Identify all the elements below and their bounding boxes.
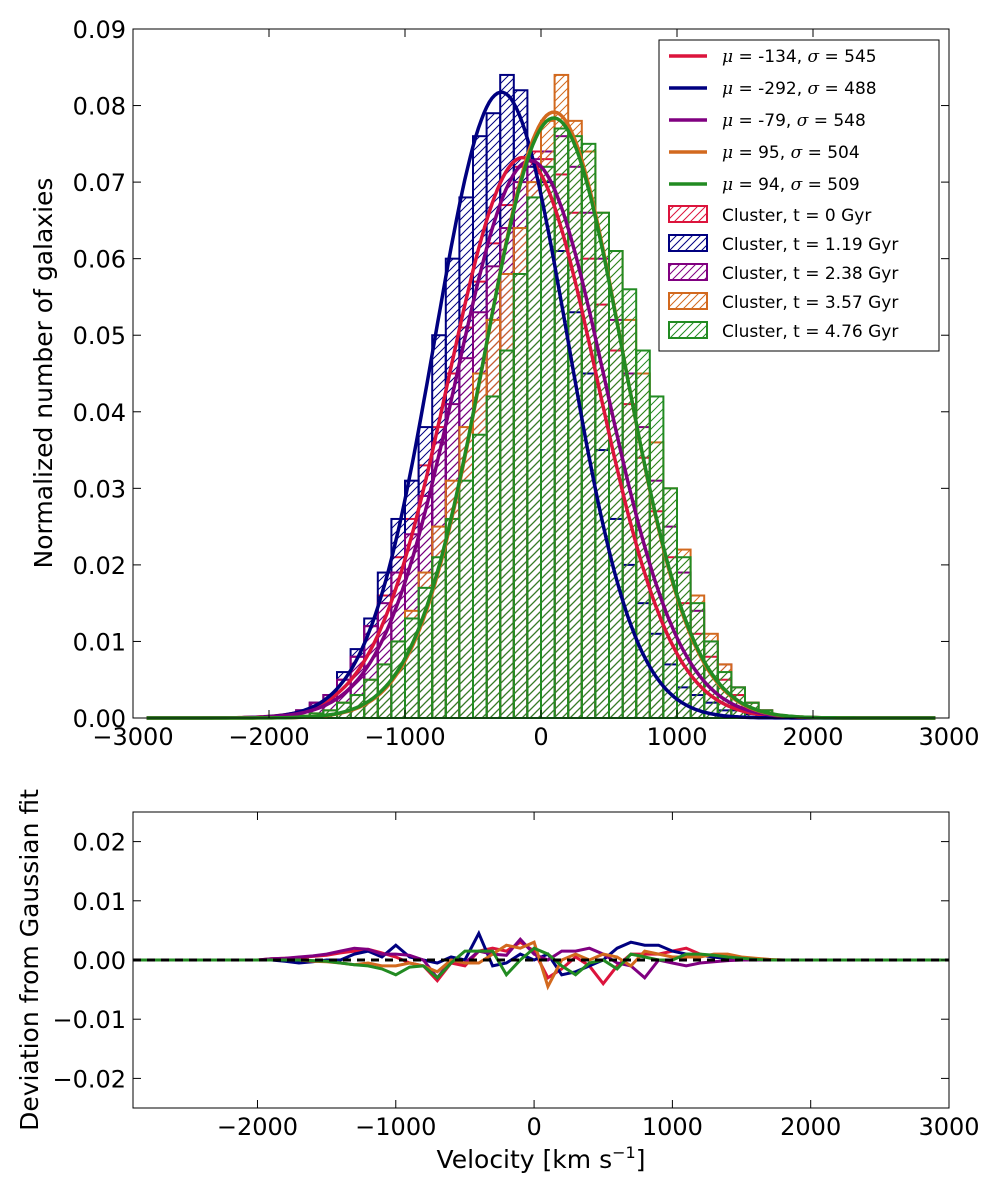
hist-bar [458,479,474,719]
histogram-panel: −3000 −2000 −1000 0 1000 2000 3000 0.00 0.01 0.02… [29,16,980,751]
legend-hist-label: Cluster, t = 0 Gyr [722,206,871,226]
residual-line-4 [133,946,949,980]
x-tick-label: −2000 [228,723,309,751]
legend-hist-label: Cluster, t = 4.76 Gyr [722,322,898,342]
hist-bar [512,272,529,719]
y-tick-label: 0.02 [73,829,126,857]
top-axis-ticks: −3000 −2000 −1000 0 1000 2000 3000 0.00 0.01 0.02… [73,16,980,751]
x-tick-label: −2000 [217,1113,298,1141]
residual-line-1 [133,929,949,977]
top-ylabel: Normalized number of galaxies [29,178,58,569]
y-tick-label: −0.02 [52,1065,126,1093]
legend-hist-entry: Cluster, t = 0 Gyr [668,205,871,226]
hist-bar [444,517,461,720]
y-tick-label: 0.05 [73,322,126,350]
y-tick-label: 0.04 [73,399,126,427]
y-tick-label: 0.08 [73,93,126,121]
y-tick-label: 0.03 [73,475,126,503]
legend-hist-label: Cluster, t = 1.19 Gyr [722,235,898,255]
legend-line-entry: μ = 95, σ = 504 [669,143,860,163]
hist-bar [662,487,679,720]
y-tick-label: 0.06 [73,246,126,274]
hist-bar [594,211,611,719]
y-tick-label: 0.02 [73,552,126,580]
legend-hist-swatch [668,292,708,310]
legend-line-label: μ = -79, σ = 548 [722,111,866,131]
legend-hist-entry: Cluster, t = 4.76 Gyr [668,321,898,342]
x-tick-label: 3000 [918,1113,979,1141]
x-tick-label: 3000 [918,723,979,751]
legend-hist-swatch [668,205,708,223]
hist-bar [567,135,583,719]
legend: μ = -134, σ = 545 μ = -292, σ = 488 μ = -7… [658,39,940,352]
x-tick-label: −3000 [92,723,173,751]
y-tick-label: 0.01 [73,628,126,656]
legend-line-label: μ = -292, σ = 488 [722,79,877,99]
hist-bar [526,196,543,719]
x-tick-label: −1000 [364,723,445,751]
x-tick-label: 1000 [642,1113,703,1141]
hist-bar [485,395,502,719]
y-tick-label: −0.01 [52,1006,126,1034]
legend-line-label: μ = 94, σ = 509 [722,175,860,195]
hist-bar [676,556,692,719]
residual-panel: −2000 −1000 0 1000 2000 3000 −0.02 −0.01 0.00 0.0… [15,789,980,1174]
y-tick-label: 0.09 [73,16,126,44]
y-tick-label: 0.00 [73,705,126,733]
y-tick-label: 0.00 [73,947,126,975]
legend-hist-swatch [668,321,708,339]
legend-hist-entry: Cluster, t = 3.57 Gyr [668,292,898,313]
legend-line-entry: μ = -134, σ = 545 [669,47,877,67]
x-tick-label: 2000 [782,723,843,751]
x-tick-label: 0 [533,723,548,751]
legend-line-label: μ = 95, σ = 504 [722,143,860,163]
bottom-axis-ticks: −2000 −1000 0 1000 2000 3000 −0.02 −0.01 0.00 0.0… [52,812,980,1141]
residual-lines [133,929,949,991]
legend-hist-label: Cluster, t = 2.38 Gyr [722,264,898,284]
x-tick-label: −1000 [355,1113,436,1141]
legend-line-entry: μ = 94, σ = 509 [669,175,860,195]
hist-bar [499,349,515,719]
bottom-xlabel: Velocity [km s−1] [437,1143,646,1174]
hist-bar [472,433,488,719]
x-tick-label: 0 [526,1113,541,1141]
legend-hist-swatch [668,263,708,281]
legend-line-label: μ = -134, σ = 545 [722,47,877,67]
y-tick-label: 0.01 [73,888,126,916]
x-tick-label: 2000 [780,1113,841,1141]
legend-hist-entry: Cluster, t = 1.19 Gyr [668,234,898,255]
legend-hist-entry: Cluster, t = 2.38 Gyr [668,263,898,284]
x-tick-label: 1000 [646,723,707,751]
bottom-ylabel: Deviation from Gaussian fit [15,789,44,1131]
y-tick-label: 0.07 [73,169,126,197]
legend-line-entry: μ = -79, σ = 548 [669,111,866,131]
legend-hist-swatch [668,234,708,252]
legend-line-entry: μ = -292, σ = 488 [669,79,877,99]
legend-hist-label: Cluster, t = 3.57 Gyr [722,293,898,313]
